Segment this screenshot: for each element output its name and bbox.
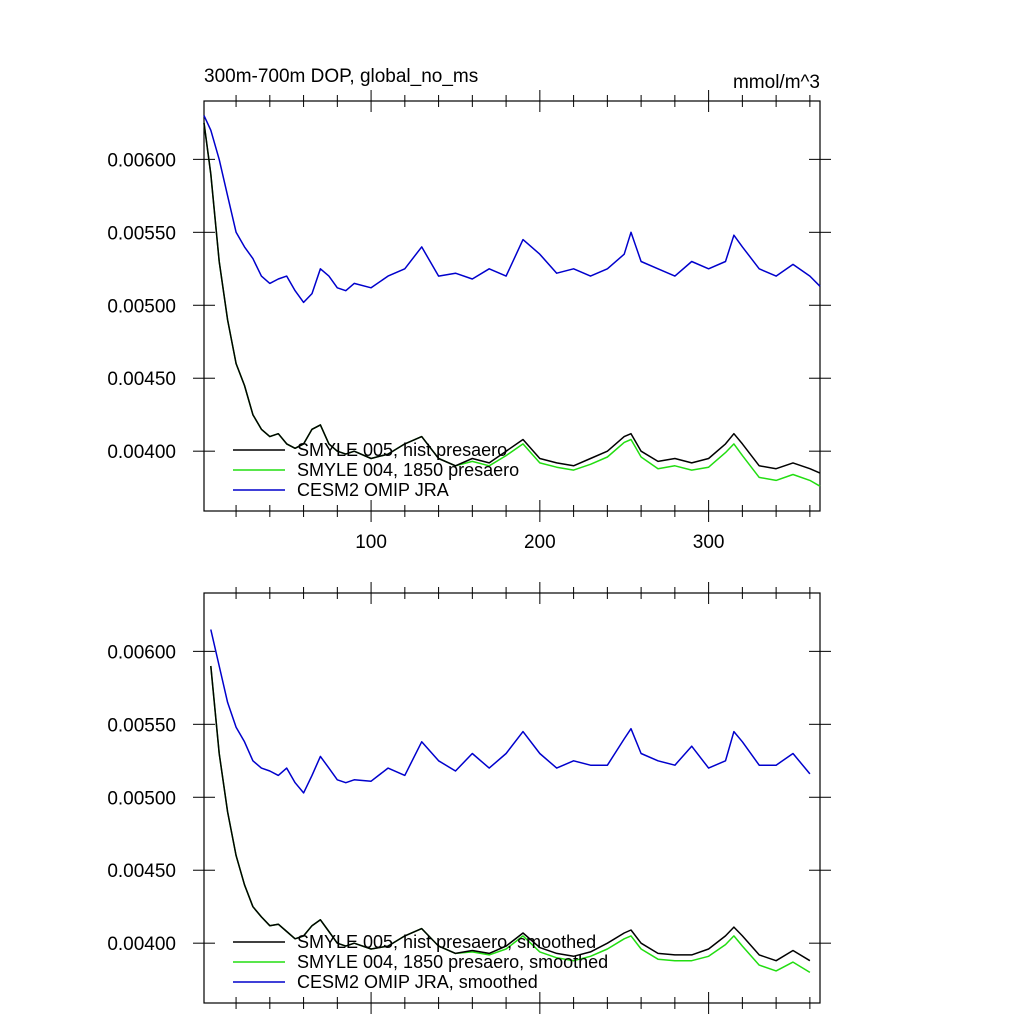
bottom-y-tick-label: 0.00500: [107, 788, 176, 809]
top-series-line-3: [203, 115, 821, 304]
bottom-series-line-3: [210, 629, 811, 794]
top-series-line-1: [203, 122, 821, 474]
bottom-y-tick-label: 0.00450: [107, 861, 176, 882]
top-y-tick-label: 0.00600: [107, 150, 176, 171]
bottom-y-tick-label: 0.00400: [107, 934, 176, 955]
bottom-legend-label-2: SMYLE 004, 1850 presaero, smoothed: [297, 952, 608, 972]
bottom-series-line-1: [210, 665, 811, 962]
top-legend-label-1: SMYLE 005, hist presaero: [297, 440, 507, 460]
bottom-axis-ticks: 0.00400 0.00450 0.00500 0.00550 0.00600: [107, 582, 831, 1014]
bottom-series-group: [210, 629, 811, 974]
top-plot-frame: [203, 100, 821, 512]
top-y-tick-label: 0.00400: [107, 442, 176, 463]
bottom-plot-frame: [203, 592, 821, 1004]
bottom-legend-label-3: CESM2 OMIP JRA, smoothed: [297, 972, 538, 992]
bottom-y-tick-label: 0.00550: [107, 715, 176, 736]
bottom-y-tick-label: 0.00600: [107, 642, 176, 663]
bottom-panel: 0.00400 0.00450 0.00500 0.00550 0.00600 SMYL…: [107, 582, 831, 1014]
top-legend-label-2: SMYLE 004, 1850 presaero: [297, 460, 519, 480]
units-label: mmol/m^3: [733, 72, 820, 93]
chart-title: 300m-700m DOP, global_no_ms: [204, 66, 478, 87]
bottom-series-line-2: [210, 665, 811, 974]
top-x-tick-label: 200: [524, 532, 556, 553]
top-x-tick-label: 300: [693, 532, 725, 553]
bottom-legend: SMYLE 005, hist presaero, smoothedSMYLE …: [233, 932, 608, 992]
top-series-line-2: [203, 122, 821, 487]
bottom-legend-label-1: SMYLE 005, hist presaero, smoothed: [297, 932, 596, 952]
top-legend-label-3: CESM2 OMIP JRA: [297, 480, 449, 500]
top-y-tick-label: 0.00500: [107, 296, 176, 317]
top-x-tick-label: 100: [355, 532, 387, 553]
top-series-group: [203, 115, 821, 487]
top-y-tick-label: 0.00450: [107, 369, 176, 390]
top-panel: 100 200 300 0.00400 0.00450 0.00500 0.00550 0.0…: [107, 90, 831, 553]
top-axis-ticks: 100 200 300 0.00400 0.00450 0.00500 0.00550 0.0…: [107, 90, 831, 553]
top-y-tick-label: 0.00550: [107, 223, 176, 244]
